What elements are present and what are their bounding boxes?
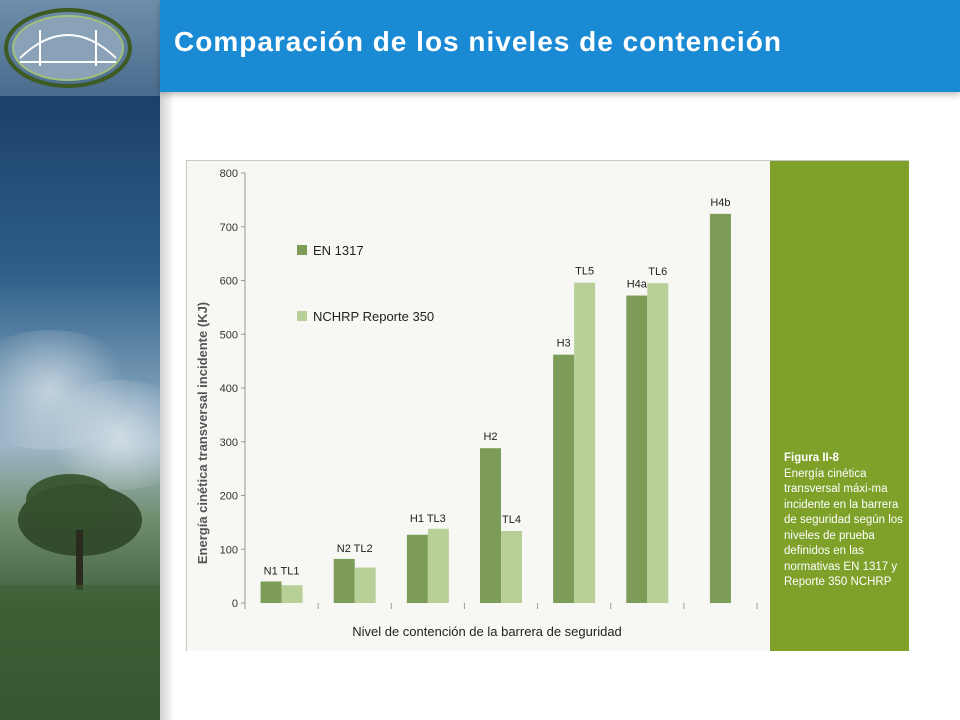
university-logo [0,0,160,96]
bar-tl5 [574,282,596,603]
bar-label-tl5: TL5 [575,266,594,278]
y-axis-label: Energía cinética transversal incidente (… [195,302,210,564]
figure-caption: Figura II-8 Energía cinética transversal… [784,451,906,591]
bar-label-h3: H3 [557,338,571,350]
bar-label-h4b: H4b [710,197,730,209]
legend-swatch [297,311,307,321]
chart-legend: EN 1317 NCHRP Reporte 350 [297,243,434,324]
x-axis-label: Nivel de contención de la barrera de seg… [352,624,622,639]
bar-tl4 [501,530,522,603]
bar-label-tl6: TL6 [648,266,667,278]
bar-label-h2: H2 [483,431,497,443]
bar-h2 [480,448,501,603]
y-tick-label: 800 [220,168,238,180]
bar-label-h4a: H4a [627,279,648,291]
chart-axes: 0 100 200 300 400 500 600 700 800 [220,168,758,610]
bar-h3 [553,354,575,603]
caption-title: Figura II-8 [784,452,839,464]
figure-container: 0 100 200 300 400 500 600 700 800 N1 TL1 N2 TL2 H1… [186,160,909,651]
background-landscape-panel [0,0,160,720]
bar-n2 [333,558,355,603]
tree-illustration [0,474,160,720]
bridge-logo-icon [4,8,132,88]
y-tick-label: 300 [220,437,238,449]
cloud-shape [40,380,160,490]
title-bar: Comparación de los niveles de contención [160,0,960,92]
bar-h4a [626,295,648,603]
chart-bars [260,213,731,603]
y-tick-label: 600 [220,276,238,288]
caption-panel: Figura II-8 Energía cinética transversal… [770,161,909,651]
legend-label: EN 1317 [313,243,364,258]
bar-group-label: N2 TL2 [337,543,373,555]
bar-h4b [709,213,731,603]
bar-group-label: N1 TL1 [264,566,300,578]
y-tick-label: 700 [220,222,238,234]
y-tick-label: 200 [220,491,238,503]
legend-label: NCHRP Reporte 350 [313,309,434,324]
y-tick-label: 0 [232,598,238,610]
bar-group-label: H1 TL3 [410,513,446,525]
bar-tl2 [354,567,376,603]
y-tick-label: 100 [220,544,238,556]
legend-swatch [297,245,307,255]
y-tick-label: 500 [220,329,238,341]
bar-n1 [260,581,282,603]
panel-shadow [160,0,174,720]
bar-tl3 [427,528,449,603]
page-title: Comparación de los niveles de contención [174,26,782,57]
bar-chart: 0 100 200 300 400 500 600 700 800 N1 TL1 N2 TL2 H1… [195,168,758,639]
bar-tl6 [647,283,669,603]
bar-h1 [406,534,428,603]
caption-text: Energía cinética transversal máxi-ma inc… [784,467,903,589]
bar-tl1 [281,585,303,603]
y-tick-label: 400 [220,383,238,395]
bar-label-tl4: TL4 [502,514,521,526]
